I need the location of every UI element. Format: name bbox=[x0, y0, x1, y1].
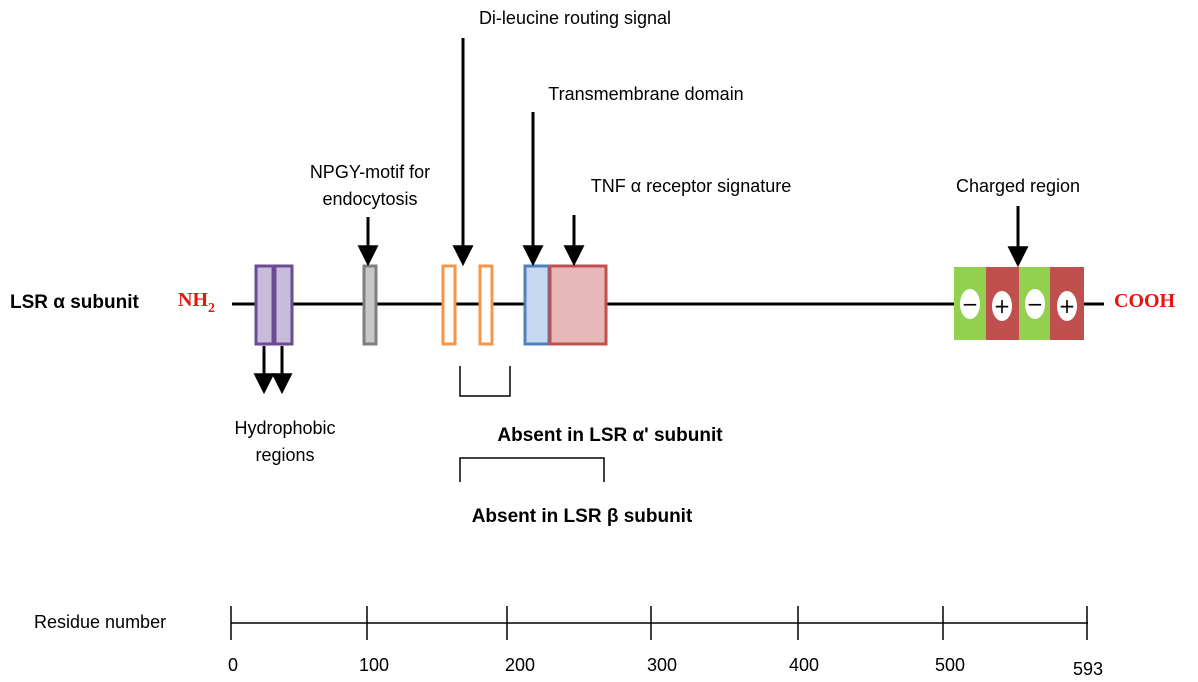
absent-beta-bracket bbox=[459, 457, 605, 482]
axis-tick-label: 200 bbox=[505, 655, 535, 675]
npgy-label-line1: NPGY-motif for bbox=[310, 162, 430, 182]
hydrophobic-region-2 bbox=[273, 264, 294, 346]
dileucine-box-1 bbox=[441, 264, 457, 346]
hydrophobic-label-line1: Hydrophobic bbox=[234, 418, 335, 438]
tnf-label: TNF α receptor signature bbox=[591, 176, 791, 196]
subunit-label: LSR α subunit bbox=[10, 292, 140, 313]
axis-tick-label: 0 bbox=[228, 655, 238, 675]
hydrophobic-region-1 bbox=[254, 264, 275, 346]
absent-alpha-prime-bracket bbox=[459, 366, 511, 397]
charged-region-label: Charged region bbox=[956, 176, 1080, 196]
c-terminus-label: COOH bbox=[1114, 290, 1176, 312]
n-terminus-subscript: 2 bbox=[208, 301, 215, 316]
residue-axis-ticks bbox=[230, 606, 1088, 640]
minus-sign-icon: − bbox=[1027, 292, 1044, 316]
transmembrane-domain-box bbox=[523, 264, 551, 346]
n-terminus-text: NH bbox=[178, 289, 208, 311]
plus-sign-icon: + bbox=[1059, 294, 1076, 318]
dileucine-label: Di-leucine routing signal bbox=[479, 8, 671, 28]
axis-tick-label: 400 bbox=[789, 655, 819, 675]
tnf-receptor-signature-box bbox=[548, 264, 608, 346]
minus-sign-icon: − bbox=[962, 292, 979, 316]
hydrophobic-label-line2: regions bbox=[255, 445, 314, 465]
axis-tick-label: 593 bbox=[1073, 659, 1103, 679]
residue-axis-label: Residue number bbox=[34, 612, 166, 632]
charge-oval-4 bbox=[1057, 291, 1077, 321]
dileucine-box-2 bbox=[478, 264, 494, 346]
n-terminus-label: NH2 bbox=[178, 289, 215, 316]
transmembrane-label: Transmembrane domain bbox=[548, 84, 743, 104]
npgy-motif-box bbox=[362, 264, 378, 346]
axis-tick-label: 500 bbox=[935, 655, 965, 675]
absent-alpha-prime-label: Absent in LSR α' subunit bbox=[497, 425, 723, 446]
charge-oval-2 bbox=[992, 291, 1012, 321]
charge-oval-3 bbox=[1025, 289, 1045, 319]
plus-sign-icon: + bbox=[994, 294, 1011, 318]
axis-tick-label: 300 bbox=[647, 655, 677, 675]
absent-beta-label: Absent in LSR β subunit bbox=[472, 506, 693, 527]
axis-tick-label: 100 bbox=[359, 655, 389, 675]
npgy-label-line2: endocytosis bbox=[322, 189, 417, 209]
charge-oval-1 bbox=[960, 289, 980, 319]
